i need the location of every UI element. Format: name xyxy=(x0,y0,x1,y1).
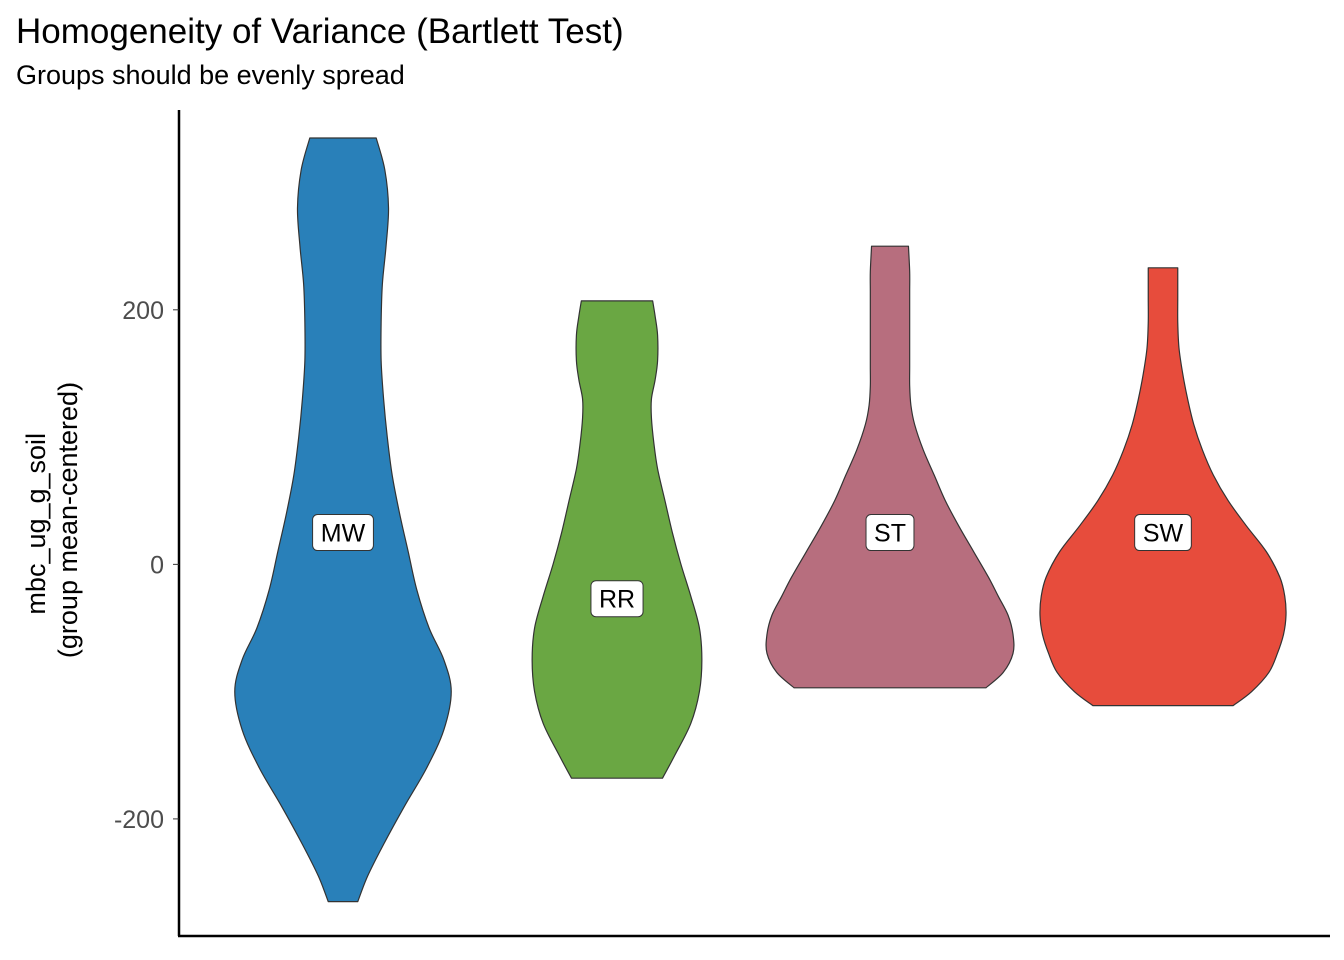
violin-label-box-mw xyxy=(312,514,374,552)
y-tick-label--200: -200 xyxy=(114,806,164,834)
violin-label-box-rr xyxy=(590,580,644,618)
violin-st xyxy=(765,245,1015,689)
violin-label-text-st: ST xyxy=(874,520,906,548)
violins-layer xyxy=(234,137,1287,903)
violin-rr xyxy=(531,300,703,779)
violin-label-box-sw xyxy=(1134,514,1192,552)
chart-title: Homogeneity of Variance (Bartlett Test) xyxy=(16,12,624,51)
y-axis-label-line-1: mbc_ug_g_soil xyxy=(21,433,51,615)
violin-label-sw: SW xyxy=(1134,514,1192,552)
y-tick-label-200: 200 xyxy=(122,297,164,325)
y-ticks-layer: -200 0 200 xyxy=(114,297,179,834)
chart-subtitle: Groups should be evenly spread xyxy=(16,60,405,90)
violin-sw xyxy=(1039,267,1287,707)
y-axis-label-line-2: (group mean-centered) xyxy=(53,382,83,658)
violin-label-rr: RR xyxy=(590,580,644,618)
violin-label-box-st xyxy=(865,514,915,552)
violin-label-text-sw: SW xyxy=(1143,520,1184,548)
violin-label-text-rr: RR xyxy=(599,586,635,614)
axes-layer xyxy=(177,110,1330,938)
violin-labels-layer: MW RR ST SW xyxy=(312,514,1192,618)
violin-label-text-mw: MW xyxy=(321,520,366,548)
violin-label-st: ST xyxy=(865,514,915,552)
violin-label-mw: MW xyxy=(312,514,374,552)
y-tick-label-0: 0 xyxy=(150,551,164,579)
y-axis-label: mbc_ug_g_soil (group mean-centered) xyxy=(21,382,83,658)
